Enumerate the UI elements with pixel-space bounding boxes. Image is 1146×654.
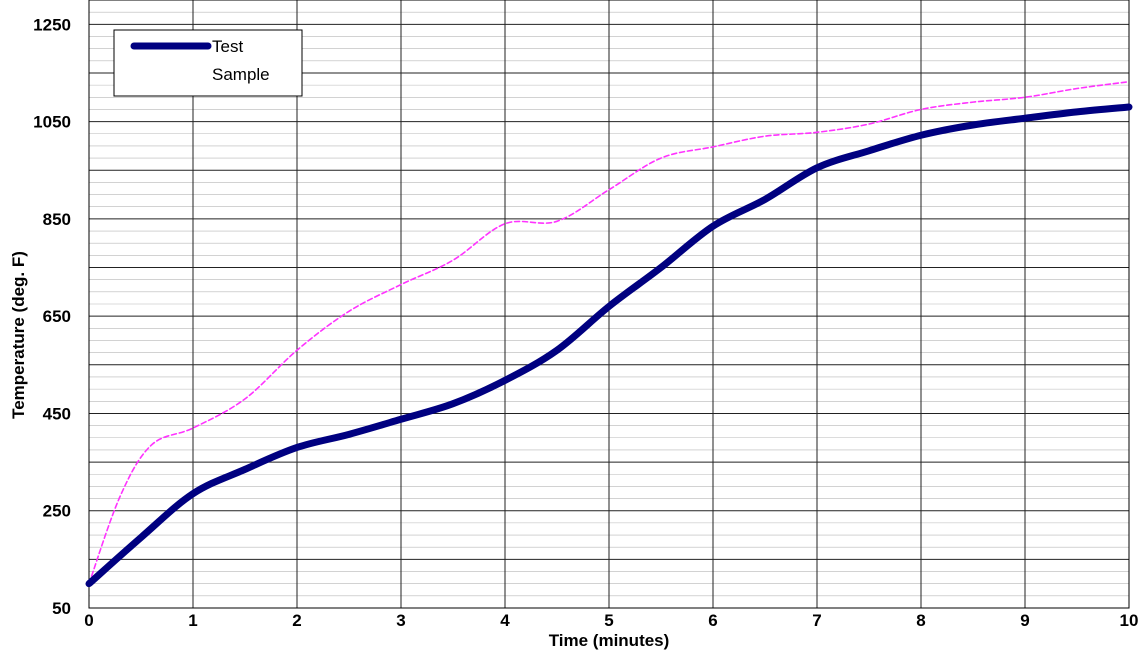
x-tick-label: 4 [500, 611, 510, 630]
plot-border [88, 0, 1130, 609]
y-tick-label: 850 [43, 210, 71, 229]
x-tick-label: 1 [188, 611, 197, 630]
y-tick-label: 450 [43, 404, 71, 423]
y-tick-label: 1250 [33, 15, 71, 34]
x-axis-title: Time (minutes) [549, 631, 670, 650]
x-tick-label: 6 [708, 611, 717, 630]
y-tick-label: 1050 [33, 113, 71, 132]
y-axis-title: Temperature (deg. F) [9, 251, 28, 419]
legend: Test Sample [113, 29, 303, 97]
y-tick-labels: 50 250 450 650 850 1050 1250 [33, 15, 71, 618]
x-tick-label: 10 [1120, 611, 1139, 630]
x-tick-label: 7 [812, 611, 821, 630]
y-tick-label: 50 [52, 599, 71, 618]
x-tick-labels: 0 1 2 3 4 5 6 7 8 9 10 [84, 611, 1138, 630]
major-gridlines [89, 0, 1129, 608]
series-line-test-sample [85, 103, 1133, 588]
x-tick-label: 2 [292, 611, 301, 630]
series-layer [85, 80, 1133, 588]
x-tick-label: 5 [604, 611, 613, 630]
legend-label-test: Test [212, 37, 243, 56]
x-tick-label: 8 [916, 611, 925, 630]
legend-box [113, 29, 303, 97]
series-line-reference [88, 80, 1130, 585]
x-tick-label: 0 [84, 611, 93, 630]
x-tick-label: 3 [396, 611, 405, 630]
y-tick-label: 650 [43, 307, 71, 326]
legend-label-sample: Sample [212, 65, 270, 84]
x-tick-label: 9 [1020, 611, 1029, 630]
y-tick-label: 250 [43, 502, 71, 521]
